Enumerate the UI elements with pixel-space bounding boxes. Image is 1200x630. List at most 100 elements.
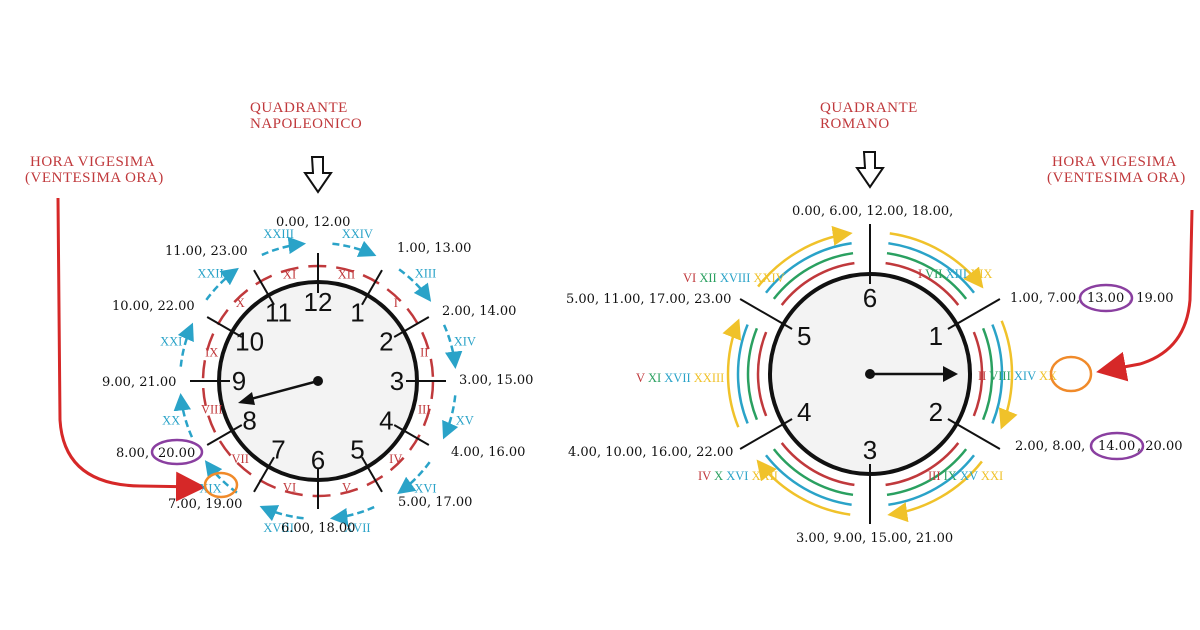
right-hand-center: [865, 369, 875, 379]
right-roman-numeral: V: [636, 371, 645, 385]
left-roman-outer: XXIII: [263, 227, 294, 241]
left-outer-arc: [442, 324, 463, 370]
right-label-bottom: 3.00, 9.00, 15.00, 21.00: [796, 531, 953, 546]
left-highlight-xx: [203, 471, 239, 499]
right-roman-numeral: XVI: [723, 469, 748, 483]
left-dial-number: 10: [235, 327, 264, 357]
left-outer-arc: [329, 505, 375, 526]
left-hour-tick: [393, 316, 430, 338]
right-ring-arc: [885, 442, 960, 487]
right-note-line1: HORA VIGESIMA: [1052, 154, 1177, 170]
left-label-0: 0.00, 12.00: [276, 215, 350, 230]
right-ring-arc: [757, 225, 853, 288]
left-clock-group: QUADRANTE NAPOLEONICO HORA VIGESIMA (VEN…: [25, 100, 533, 536]
left-dial-number: 5: [350, 434, 364, 464]
right-roman-numeral: XIII: [942, 267, 967, 281]
left-label-6: 6.00, 18.00: [281, 521, 355, 536]
right-dial-number: 4: [797, 397, 811, 427]
left-roman-outer: XXI: [160, 335, 182, 349]
right-roman-group-top: I VII XIII XIX: [918, 267, 992, 281]
right-highlight-xx: [1049, 355, 1093, 393]
right-hour-tick: [947, 418, 1001, 450]
right-hour-tick: [739, 298, 793, 330]
right-ring-arc: [886, 251, 968, 300]
right-hour-tick: [947, 298, 1001, 330]
left-roman-inner: XII: [338, 268, 355, 282]
right-ring-arc: [722, 318, 742, 428]
right-roman-numeral: VII: [922, 267, 942, 281]
left-roman-outer: XXII: [197, 267, 223, 281]
right-ring-arc: [991, 324, 1004, 424]
left-note-line2: (VENTESIMA ORA): [25, 170, 164, 186]
left-roman-outer: XX: [162, 413, 180, 427]
right-label-top: 0.00, 6.00, 12.00, 18.00,: [792, 204, 953, 219]
left-label-8: 20.00: [158, 446, 195, 461]
right-roman-group-bl: IV X XVI XXII: [698, 469, 778, 483]
right-ring-arc: [886, 448, 968, 497]
left-roman-inner: XI: [283, 268, 296, 282]
left-outer-arc: [261, 236, 307, 257]
right-note-line2: (VENTESIMA ORA): [1047, 170, 1186, 186]
right-dial-number: 1: [929, 321, 943, 351]
right-ring-arc: [772, 448, 854, 497]
right-ring-arc: [780, 442, 855, 487]
left-roman-inner: II: [420, 346, 428, 360]
left-dial-number: 1: [350, 298, 364, 328]
left-label-8-prefix: 8.00,: [116, 446, 149, 461]
right-roman-group-tl: VI XII XVIII XXIV: [683, 271, 785, 285]
right-red-arrow: [1096, 209, 1194, 382]
right-hour-ticks: [739, 224, 1001, 524]
right-ring-arc: [756, 459, 851, 516]
right-roman-numeral: II: [978, 369, 986, 383]
left-hour-tick: [361, 456, 383, 493]
left-label-7: 7.00, 19.00: [168, 497, 242, 512]
right-roman-numeral: XIX: [967, 267, 992, 281]
left-roman-outer: XVIII: [263, 521, 294, 535]
left-roman-outer: XIII: [415, 267, 437, 281]
right-ring-arc: [780, 261, 855, 306]
left-roman-inner: X: [236, 296, 245, 310]
right-ring-arc: [885, 261, 960, 306]
left-down-arrow-icon: [303, 156, 333, 194]
left-roman-inner: IV: [389, 452, 402, 466]
left-roman-inner: VII: [232, 452, 249, 466]
right-ring-arc: [772, 251, 854, 300]
right-dial-number: 6: [863, 283, 877, 313]
left-highlight-20: [150, 438, 204, 466]
left-roman-outer: XVI: [414, 481, 436, 495]
right-highlight-14: [1089, 431, 1145, 461]
right-ring-arc: [972, 331, 984, 417]
left-outer-arc: [397, 461, 431, 495]
left-roman-outer: XVII: [344, 521, 370, 535]
right-roman-numeral: XIV: [1011, 369, 1036, 383]
right-roman-numeral: IX: [941, 469, 957, 483]
left-label-11: 11.00, 23.00: [165, 244, 248, 259]
left-label-5: 5.00, 17.00: [398, 495, 472, 510]
left-hour-tick: [393, 424, 430, 446]
right-dial-number: 3: [863, 435, 877, 465]
left-dial-number: 7: [271, 434, 285, 464]
left-dial-number: 9: [232, 366, 246, 396]
right-highlight-13: [1078, 283, 1134, 313]
right-roman-group-br: III IX XV XXI: [928, 469, 1003, 483]
right-dial-number: 5: [797, 321, 811, 351]
left-outer-arc: [205, 267, 239, 301]
left-dial-number: 8: [242, 406, 256, 436]
right-ring-arc: [756, 331, 768, 417]
left-hour-tick: [206, 424, 243, 446]
left-dial-number: 6: [311, 445, 325, 475]
right-hand-arrowhead: [943, 366, 958, 382]
right-label-tl: 5.00, 11.00, 17.00, 23.00: [566, 292, 731, 307]
left-outer-arc: [442, 395, 459, 440]
left-label-3: 3.00, 15.00: [459, 373, 533, 388]
right-roman-numeral: VI: [683, 271, 696, 285]
right-roman-numeral: XVII: [661, 371, 691, 385]
left-roman-inner: VIII: [201, 402, 223, 416]
right-title-line1: QUADRANTE: [820, 100, 918, 116]
right-title-line2: ROMANO: [820, 116, 890, 132]
left-label-10: 10.00, 22.00: [112, 299, 195, 314]
left-label-1: 1.00, 13.00: [397, 241, 471, 256]
right-roman-numeral: XXIII: [691, 371, 725, 385]
right-label-tr-b: , 19.00: [1128, 291, 1173, 306]
